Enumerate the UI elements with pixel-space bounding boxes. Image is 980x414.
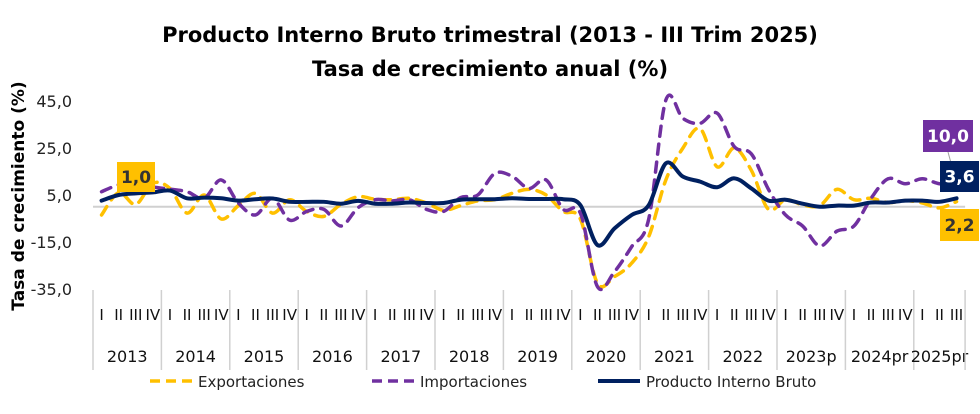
quarter-tick-label: III — [129, 306, 142, 324]
chart-title: Producto Interno Bruto trimestral (2013 … — [162, 23, 818, 47]
quarter-tick-label: IV — [282, 306, 297, 324]
legend: Exportaciones Importaciones Producto Inter… — [150, 373, 816, 391]
quarter-tick-label: I — [236, 306, 240, 324]
data-label: 2,2 — [944, 216, 974, 236]
quarter-tick-label: II — [867, 306, 876, 324]
quarter-tick-label: II — [388, 306, 397, 324]
quarter-tick-label: III — [540, 306, 553, 324]
quarter-tick-label: III — [266, 306, 279, 324]
quarter-tick-label: III — [198, 306, 211, 324]
y-tick-label: 5,0 — [47, 186, 72, 205]
quarter-tick-label: IV — [556, 306, 571, 324]
quarter-tick-label: II — [798, 306, 807, 324]
year-tick-label: 2021 — [654, 347, 695, 366]
quarter-tick-label: IV — [488, 306, 503, 324]
quarter-tick-label: III — [471, 306, 484, 324]
quarter-tick-label: II — [661, 306, 670, 324]
quarter-tick-label: II — [251, 306, 260, 324]
quarter-tick-label: IV — [624, 306, 639, 324]
legend-label: Importaciones — [420, 373, 527, 391]
quarter-tick-label: I — [647, 306, 651, 324]
quarter-tick-label: I — [168, 306, 172, 324]
quarter-tick-label: II — [456, 306, 465, 324]
y-axis-label: Tasa de crecimiento (%) — [9, 81, 29, 310]
quarter-tick-label: I — [578, 306, 582, 324]
quarter-tick-label: III — [608, 306, 621, 324]
quarter-tick-label: III — [334, 306, 347, 324]
legend-label: Producto Interno Bruto — [646, 373, 816, 391]
quarter-tick-label: II — [525, 306, 534, 324]
year-tick-label: 2025pr — [911, 347, 969, 366]
quarter-tick-label: I — [373, 306, 377, 324]
quarter-tick-label: I — [510, 306, 514, 324]
year-tick-label: 2024pr — [851, 347, 909, 366]
year-tick-label: 2014 — [175, 347, 216, 366]
quarter-tick-label: III — [950, 306, 963, 324]
year-tick-label: 2023p — [786, 347, 837, 366]
y-tick-label: 45,0 — [36, 92, 72, 111]
series-line-producto-interno-bruto — [99, 160, 959, 248]
year-tick-label: 2022 — [722, 347, 763, 366]
year-tick-label: 2016 — [312, 347, 353, 366]
quarter-tick-label: IV — [761, 306, 776, 324]
quarter-tick-label: I — [783, 306, 787, 324]
quarter-tick-label: I — [920, 306, 924, 324]
year-tick-label: 2017 — [380, 347, 421, 366]
quarter-tick-label: II — [730, 306, 739, 324]
year-tick-label: 2018 — [449, 347, 490, 366]
year-tick-label: 2013 — [107, 347, 148, 366]
quarter-tick-label: III — [403, 306, 416, 324]
y-tick-label: -35,0 — [31, 280, 72, 299]
quarter-tick-label: IV — [351, 306, 366, 324]
data-label-box — [117, 162, 155, 192]
quarter-tick-label: I — [305, 306, 309, 324]
quarter-tick-label: III — [882, 306, 895, 324]
data-label-box — [940, 209, 979, 241]
quarter-tick-label: II — [183, 306, 192, 324]
quarter-tick-label: III — [676, 306, 689, 324]
quarter-tick-label: II — [319, 306, 328, 324]
quarter-tick-label: I — [441, 306, 445, 324]
year-tick-label: 2020 — [586, 347, 627, 366]
data-label-box — [940, 161, 979, 192]
data-label-box — [923, 120, 973, 152]
y-tick-label: -15,0 — [31, 233, 72, 252]
quarter-tick-label: II — [935, 306, 944, 324]
quarter-tick-label: II — [593, 306, 602, 324]
quarter-tick-label: IV — [898, 306, 913, 324]
quarter-tick-label: I — [99, 306, 103, 324]
quarter-tick-label: IV — [830, 306, 845, 324]
y-tick-label: 25,0 — [36, 139, 72, 158]
quarter-tick-label: IV — [419, 306, 434, 324]
quarter-tick-label: I — [715, 306, 719, 324]
quarter-tick-label: IV — [146, 306, 161, 324]
quarter-tick-label: IV — [214, 306, 229, 324]
quarter-tick-label: II — [114, 306, 123, 324]
year-tick-label: 2019 — [517, 347, 558, 366]
legend-label: Exportaciones — [198, 373, 305, 391]
series-line-importaciones — [99, 93, 959, 292]
data-label: 10,0 — [927, 127, 969, 147]
data-label: 1,0 — [121, 168, 151, 188]
quarter-tick-label: III — [745, 306, 758, 324]
quarter-tick-label: IV — [693, 306, 708, 324]
chart-subtitle: Tasa de crecimiento anual (%) — [312, 57, 668, 81]
data-label: 3,6 — [944, 168, 974, 188]
quarter-tick-label: I — [852, 306, 856, 324]
year-tick-label: 2015 — [244, 347, 285, 366]
quarter-tick-label: III — [813, 306, 826, 324]
